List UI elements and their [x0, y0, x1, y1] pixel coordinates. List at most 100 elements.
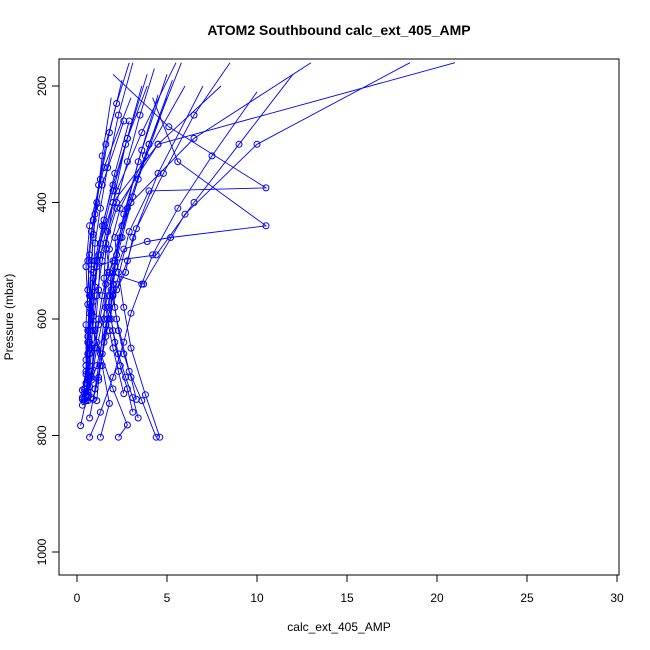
data-point — [123, 158, 131, 166]
data-point — [262, 184, 270, 192]
data-point — [145, 140, 153, 148]
data-point — [111, 303, 119, 311]
data-point — [140, 280, 148, 288]
data-point — [93, 397, 101, 405]
data-point — [84, 397, 92, 405]
y-tick-label: 1000 — [35, 538, 49, 565]
data-point — [91, 385, 99, 393]
data-point — [143, 238, 151, 245]
data-point — [91, 239, 99, 247]
series-line — [83, 73, 268, 400]
data-point — [96, 362, 104, 370]
data-point — [109, 327, 117, 335]
data-point — [111, 169, 119, 177]
data-point — [235, 140, 243, 148]
data-point — [98, 350, 106, 358]
data-point — [134, 414, 142, 422]
data-point — [114, 433, 122, 441]
x-tick-label: 25 — [520, 591, 534, 605]
data-point — [109, 385, 117, 393]
data-point — [82, 362, 90, 370]
data-point — [174, 204, 182, 212]
data-point — [98, 292, 106, 300]
data-point — [118, 234, 126, 241]
data-point — [91, 344, 99, 352]
data-point — [181, 210, 189, 218]
data-point — [129, 193, 137, 201]
data-point — [93, 292, 101, 300]
x-tick-label: 0 — [74, 591, 81, 605]
data-point — [89, 231, 97, 238]
data-point — [105, 245, 113, 253]
data-point — [111, 338, 119, 346]
data-point — [104, 228, 112, 236]
data-point — [91, 283, 99, 291]
data-point — [87, 344, 95, 352]
data-point — [105, 292, 113, 300]
data-point — [100, 164, 108, 172]
data-point — [96, 408, 104, 416]
data-point — [102, 303, 110, 311]
data-point — [91, 210, 99, 218]
data-point — [190, 199, 198, 206]
data-point — [154, 140, 162, 148]
y-tick-label: 200 — [35, 76, 49, 96]
data-point — [190, 134, 198, 142]
data-point — [104, 268, 112, 276]
chart-title: ATOM2 Southbound calc_ext_405_AMP — [207, 22, 470, 38]
data-point — [95, 315, 103, 323]
data-point — [86, 433, 94, 441]
data-point — [159, 169, 167, 177]
data-point — [114, 350, 122, 358]
data-point — [98, 152, 106, 160]
data-point — [84, 338, 92, 346]
data-point — [105, 129, 113, 137]
data-point — [111, 263, 119, 271]
data-point — [167, 234, 175, 241]
data-point — [86, 222, 94, 230]
data-point — [120, 210, 128, 218]
data-point — [80, 398, 88, 406]
series-line — [89, 91, 258, 438]
data-point — [100, 222, 108, 230]
data-point — [122, 373, 130, 381]
data-point — [102, 321, 110, 329]
data-point — [127, 373, 135, 381]
data-point — [93, 199, 101, 206]
data-point — [120, 245, 128, 253]
data-point — [120, 303, 128, 311]
data-point — [87, 257, 95, 265]
data-point — [89, 312, 97, 320]
data-point — [86, 362, 94, 370]
x-tick-label: 5 — [164, 591, 171, 605]
data-point — [91, 257, 99, 265]
data-point — [208, 152, 216, 160]
data-point — [95, 376, 103, 384]
data-point — [118, 222, 126, 230]
data-point — [132, 395, 140, 403]
data-point — [138, 129, 146, 137]
y-tick-label: 600 — [35, 309, 49, 329]
x-axis: 0 5 10 15 20 25 30 — [74, 574, 624, 605]
x-tick-label: 30 — [610, 591, 624, 605]
data-point — [154, 169, 162, 177]
data-point — [134, 175, 142, 183]
data-point — [129, 234, 137, 241]
data-point — [149, 251, 157, 259]
data-point — [113, 315, 121, 323]
data-point — [136, 111, 144, 119]
data-point — [129, 394, 137, 402]
data-point — [127, 309, 135, 317]
data-point — [105, 327, 113, 335]
data-point — [86, 292, 94, 300]
series-line — [87, 62, 411, 392]
data-point — [87, 266, 95, 273]
x-tick-label: 20 — [430, 591, 444, 605]
data-point — [127, 344, 135, 352]
data-point — [98, 257, 106, 265]
data-point — [123, 204, 131, 212]
data-point — [82, 263, 90, 271]
data-point — [116, 362, 124, 370]
x-tick-label: 15 — [340, 591, 354, 605]
data-point — [174, 158, 182, 166]
